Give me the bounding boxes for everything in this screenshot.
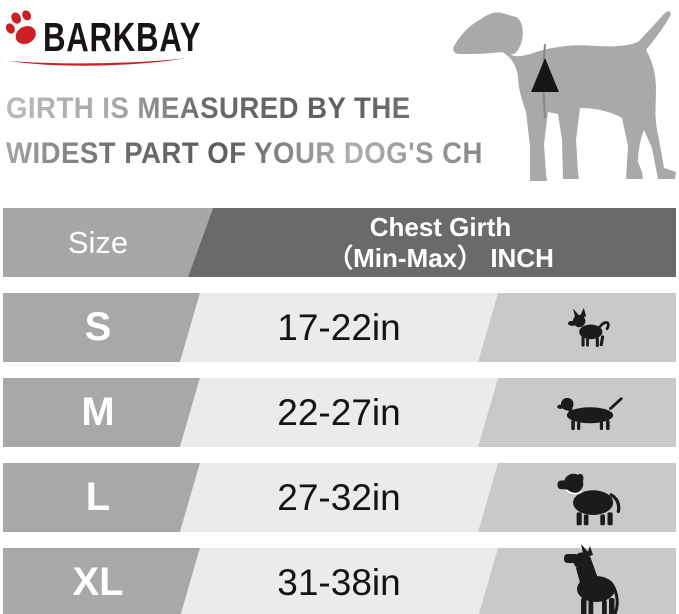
great-dane-icon (564, 544, 619, 614)
brand-logo: BARKBAY (0, 0, 220, 80)
header-girth-line1: Chest Girth (369, 211, 512, 242)
size-label-m: M (81, 390, 115, 434)
girth-arrow-marker (531, 58, 559, 92)
size-table: Size Chest Girth （Min-Max） INCH S 17-22i… (3, 208, 676, 614)
size-label-xl: XL (72, 560, 124, 604)
chihuahua-icon (567, 307, 610, 347)
header-girth-cell-bg (188, 208, 676, 277)
header-girth-label: Chest Girth （Min-Max） INCH (213, 212, 668, 274)
girth-value-l: 27-32in (277, 476, 401, 518)
dog-girth-diagram (453, 11, 676, 181)
girth-value-s: 17-22in (277, 306, 401, 348)
size-label-s: S (84, 305, 112, 349)
rottweiler-icon (557, 473, 620, 525)
logo-underline-swoosh (9, 58, 187, 66)
table-row-m: M 22-27in (3, 378, 676, 447)
paw-print-icon (5, 10, 36, 45)
header-size-cell-bg (3, 208, 213, 277)
brand-name: BARKBAY (43, 14, 202, 60)
dog-silhouette (453, 11, 676, 181)
girth-instruction-line2: WIDEST PART OF YOUR DOG'S CHEST. (6, 131, 543, 176)
girth-value-xl: 31-38in (277, 561, 401, 603)
header-size-label: Size (67, 224, 129, 260)
table-header-row: Size Chest Girth （Min-Max） INCH (3, 208, 676, 277)
girth-value-m: 22-27in (277, 391, 401, 433)
girth-instruction-line1: GIRTH IS MEASURED BY THE (6, 86, 484, 131)
table-row-s: S 17-22in (3, 293, 676, 362)
dachshund-icon (556, 396, 623, 430)
table-row-l: L 27-32in (3, 463, 676, 532)
size-label-l: L (85, 475, 111, 519)
table-row-xl: XL 31-38in (3, 548, 676, 614)
girth-instruction: GIRTH IS MEASURED BY THE WIDEST PART OF … (6, 86, 543, 176)
header-girth-line2: （Min-Max） INCH (327, 242, 554, 273)
